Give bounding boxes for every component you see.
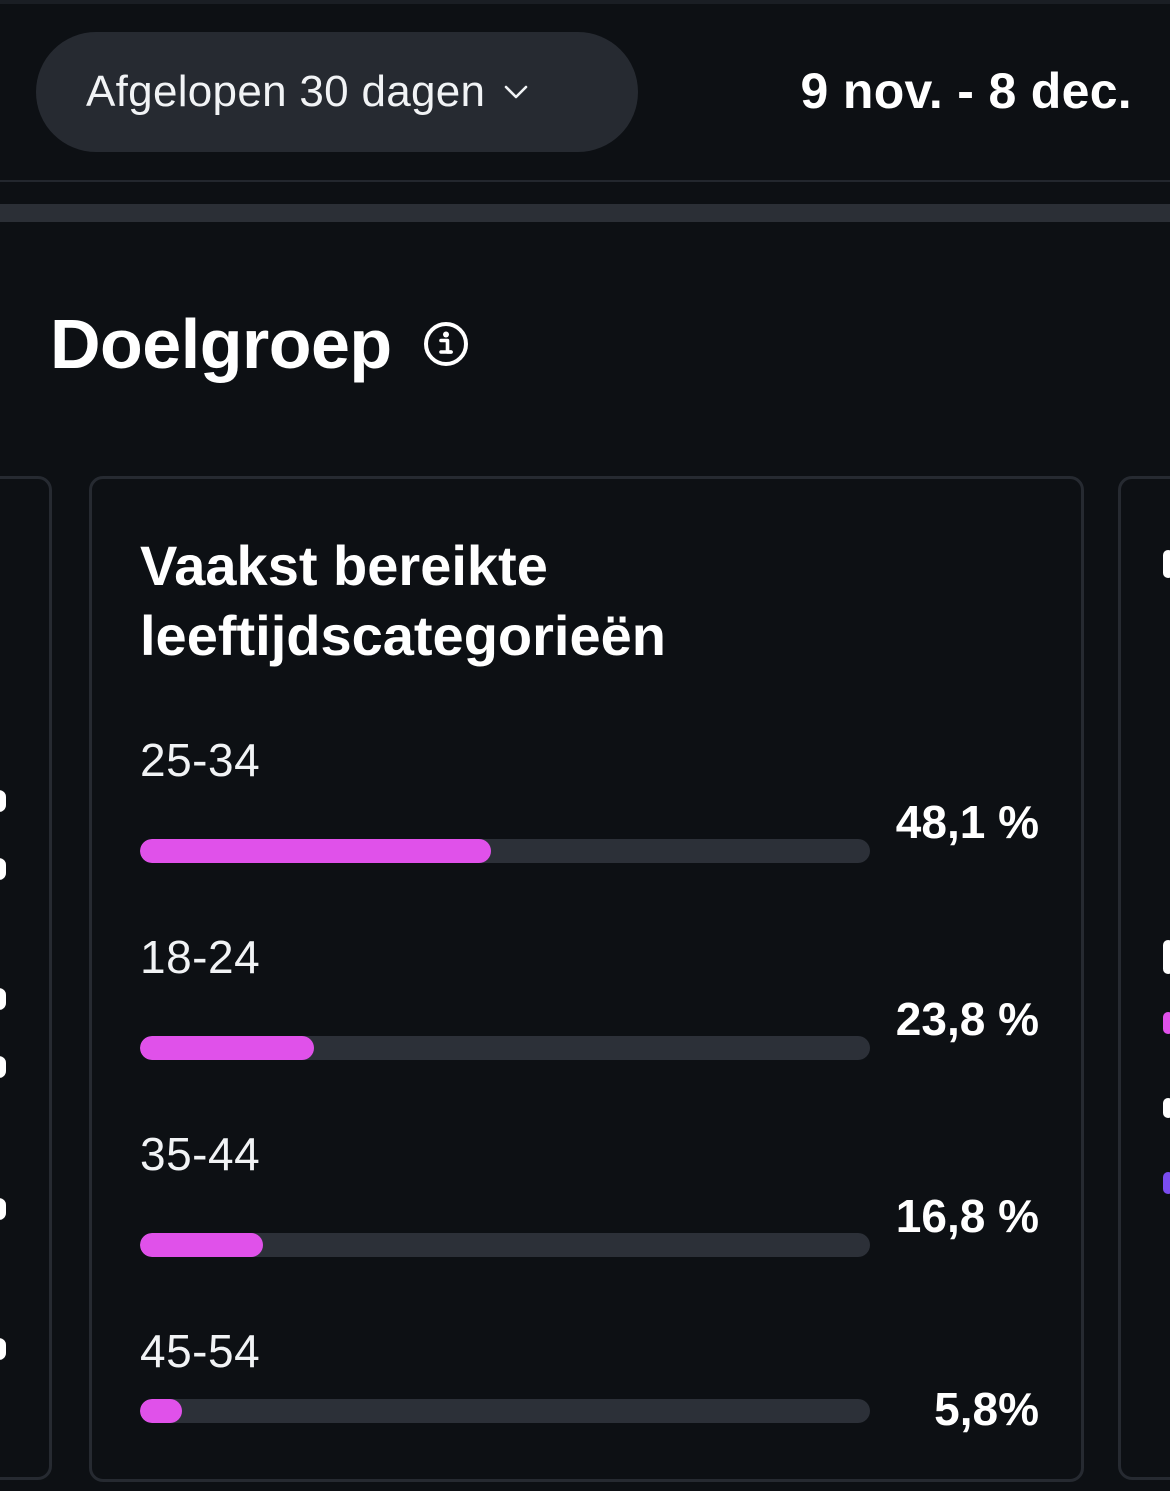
previous-card-glyph bbox=[0, 790, 6, 812]
previous-card[interactable] bbox=[0, 476, 52, 1480]
section-title: Doelgroep bbox=[50, 305, 392, 383]
age-category-label: 35-44 bbox=[140, 1128, 261, 1180]
date-range-dropdown-label: Afgelopen 30 dagen bbox=[86, 67, 486, 116]
next-card-glyph bbox=[1163, 940, 1170, 974]
next-card-bar bbox=[1163, 1172, 1170, 1194]
next-card-glyph bbox=[1163, 550, 1170, 578]
age-category-label: 25-34 bbox=[140, 734, 261, 786]
next-card-bar bbox=[1163, 1012, 1170, 1034]
age-bar-fill bbox=[140, 1399, 183, 1423]
age-bar-fill bbox=[140, 1036, 314, 1060]
age-percent: 23,8 % bbox=[895, 993, 1039, 1045]
age-percent: 48,1 % bbox=[895, 796, 1039, 848]
next-card-glyph bbox=[1163, 1098, 1170, 1118]
age-bar-track bbox=[140, 1036, 870, 1060]
next-card[interactable] bbox=[1118, 476, 1170, 1480]
age-bar-track bbox=[140, 839, 870, 863]
section-divider bbox=[0, 204, 1170, 222]
top-rule bbox=[0, 0, 1170, 4]
date-range-text: 9 nov. - 8 dec. bbox=[800, 63, 1132, 119]
date-range-dropdown[interactable]: Afgelopen 30 dagen bbox=[36, 32, 638, 152]
age-bar-track bbox=[140, 1399, 870, 1423]
header: Afgelopen 30 dagen 9 nov. - 8 dec. bbox=[0, 4, 1170, 180]
age-categories-card: Vaakst bereikte leeftijdscategorieën 25-… bbox=[89, 476, 1084, 1482]
age-percent: 16,8 % bbox=[895, 1190, 1039, 1242]
age-bar-track bbox=[140, 1233, 870, 1257]
header-divider bbox=[0, 180, 1170, 182]
previous-card-glyph bbox=[0, 988, 6, 1010]
previous-card-glyph bbox=[0, 858, 6, 880]
info-icon[interactable] bbox=[422, 320, 470, 368]
card-title: Vaakst bereikte leeftijdscategorieën bbox=[140, 534, 666, 667]
age-category-label: 18-24 bbox=[140, 931, 261, 983]
age-bar-fill bbox=[140, 839, 492, 863]
age-percent: 5,8% bbox=[934, 1383, 1039, 1435]
section-header: Doelgroep bbox=[50, 304, 470, 384]
age-category-label: 45-54 bbox=[140, 1325, 261, 1377]
previous-card-glyph bbox=[0, 1056, 6, 1078]
previous-card-glyph bbox=[0, 1338, 6, 1360]
chevron-down-icon bbox=[501, 77, 531, 107]
age-bar-fill bbox=[140, 1233, 263, 1257]
previous-card-glyph bbox=[0, 1198, 6, 1220]
